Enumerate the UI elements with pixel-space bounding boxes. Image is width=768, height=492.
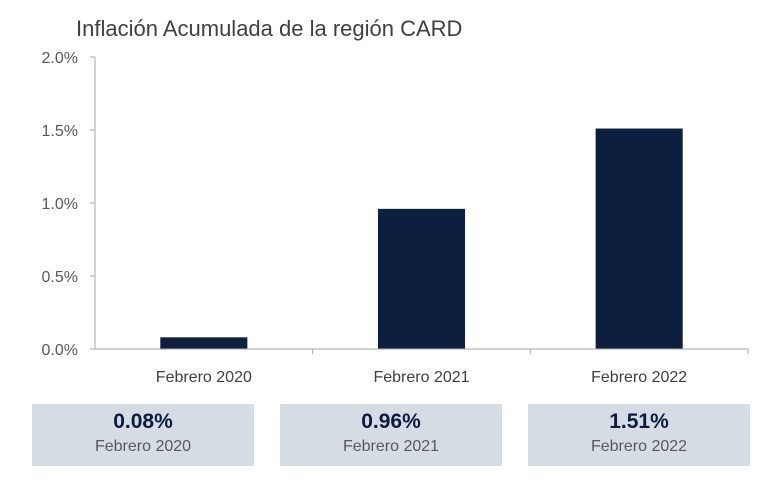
x-tick-label: Febrero 2022	[591, 369, 687, 386]
kpi-card-2021: 0.96% Febrero 2021	[280, 404, 502, 466]
kpi-card-2022: 1.51% Febrero 2022	[528, 404, 750, 466]
x-tick-label: Febrero 2021	[373, 369, 469, 386]
kpi-summary-row: 0.08% Febrero 2020 0.96% Febrero 2021 1.…	[32, 404, 750, 466]
bar-febrero-2022	[595, 128, 683, 349]
kpi-value: 0.08%	[113, 410, 173, 433]
bar-febrero-2020	[160, 337, 248, 349]
y-tick-label: 1.0%	[42, 196, 78, 213]
inflation-bar-chart: Inflación Acumulada de la región CARD 0.…	[42, 16, 749, 386]
bar-febrero-2021	[377, 208, 466, 349]
kpi-label: Febrero 2022	[590, 438, 688, 455]
kpi-label: Febrero 2021	[342, 438, 440, 455]
bar-series	[160, 128, 683, 349]
y-axis: 0.0% 0.5% 1.0% 1.5% 2.0%	[42, 50, 96, 359]
kpi-value: 0.96%	[361, 410, 421, 433]
y-tick-label: 0.5%	[42, 269, 78, 286]
y-tick-label: 0.0%	[42, 342, 78, 359]
x-tick-label: Febrero 2020	[156, 369, 252, 386]
kpi-value: 1.51%	[609, 410, 669, 433]
y-tick-label: 1.5%	[42, 123, 78, 140]
kpi-card-2020: 0.08% Febrero 2020	[32, 404, 254, 466]
x-axis: Febrero 2020 Febrero 2021 Febrero 2022	[95, 348, 749, 386]
kpi-label: Febrero 2020	[94, 438, 192, 455]
chart-title: Inflación Acumulada de la región CARD	[76, 16, 462, 41]
y-tick-label: 2.0%	[42, 50, 78, 67]
